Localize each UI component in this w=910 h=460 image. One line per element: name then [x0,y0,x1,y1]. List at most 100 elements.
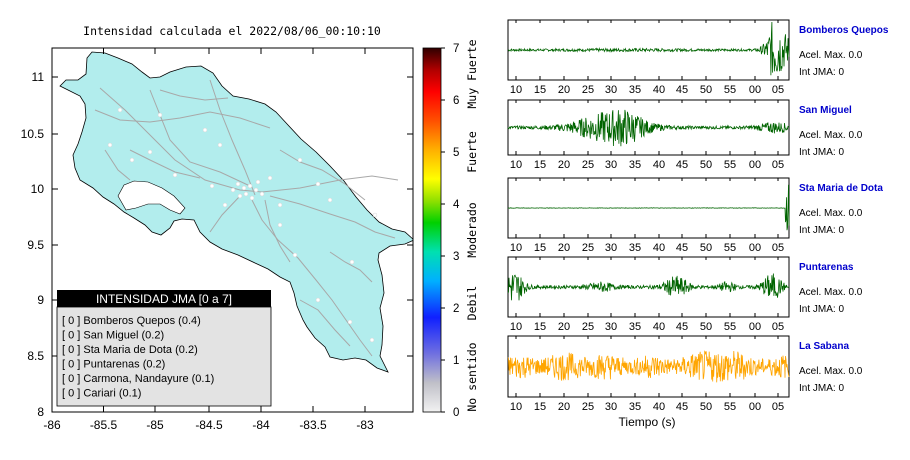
waveform-xtick-label: 45 [676,84,688,96]
waveform-xtick-label: 30 [605,84,617,96]
map-xtick-label: -86 [43,418,61,432]
colorbar-tick-label: 0 [453,407,459,419]
colorbar-level-label: Fuerte [465,131,479,173]
waveform-xtick-label: 50 [700,159,712,171]
land-shape [59,51,413,373]
waveform-xtick-label: 15 [534,159,546,171]
waveform-xtick-label: 15 [534,321,546,333]
city-dot [277,202,283,208]
waveform-panels: 10 15 20 25 30 35 40 45 50 55 00 05 Bomberos Quepos A… [507,19,889,413]
waveform-xtick-label: 10 [510,321,522,333]
legend-item: [ 0 ] Sta Maria de Dota (0.2) [62,344,198,356]
waveform-trace [507,184,790,231]
colorbar-level-label: No sentido [465,342,479,411]
city-dot [372,212,378,218]
waveform-xtick-label: 20 [558,401,570,413]
waveform-xtick-label: 30 [605,401,617,413]
city-dot [235,181,241,187]
station-intensity: Int JMA: 0 [799,67,844,78]
colorbar-tick-label: 4 [453,199,460,211]
waveform-xtick-label: 15 [534,401,546,413]
waveform-xtick-label: 35 [629,84,641,96]
legend-title: INTENSIDAD JMA [0 a 7] [96,292,232,306]
waveform-xtick-label: 00 [749,159,761,171]
waveform-xtick-label: 25 [582,321,594,333]
city-dot [277,222,283,228]
map-ytick-label: 10 [31,182,45,196]
city-dot [230,187,236,193]
city-dot [243,191,249,197]
station-name: San Miguel [799,105,852,116]
waveform-xtick-label: 35 [629,159,641,171]
station-name: La Sabana [799,341,849,352]
waveform-xtick-label: 45 [676,159,688,171]
colorbar-tick-label: 1 [453,355,459,367]
waveform-panel: 10 15 20 25 30 35 40 45 50 55 00 05 Bomberos Quepos A… [507,19,889,96]
map-title: Intensidad calculada el 2022/08/06_00:10… [83,24,381,38]
city-dot [255,179,261,185]
waveform-trace [507,21,790,76]
waveform-xtick-label: 10 [510,242,522,254]
waveform-panel: 10 15 20 25 30 35 40 45 50 55 00 05 La Sabana Acel. M… [507,335,863,413]
city-dot [247,183,253,189]
legend-item: [ 0 ] Bomberos Quepos (0.4) [62,315,201,327]
waveform-xtick-label: 40 [653,321,665,333]
waveform-xtick-label: 40 [653,242,665,254]
waveform-xtick-label: 05 [772,159,784,171]
city-dot [327,197,333,203]
station-intensity: Int JMA: 0 [799,304,844,315]
map-ytick-label: 8.5 [27,349,44,363]
station-accel: Acel. Max. 0.0 [799,287,863,298]
colorbar-tick-label: 5 [453,147,459,159]
waveform-panel: 10 15 20 25 30 35 40 45 50 55 00 05 San Miguel Acel. … [507,99,863,171]
map-frame [51,47,414,413]
station-accel: Acel. Max. 0.0 [799,130,863,141]
city-dot [157,112,163,118]
waveform-xtick-label: 05 [772,401,784,413]
city-markers [107,107,378,343]
map-xtick-label: -83 [356,418,374,432]
waveform-xtick-label: 20 [558,159,570,171]
waveform-xtick-label: 50 [700,84,712,96]
waveform-xtick-label: 35 [629,321,641,333]
intensity-legend: INTENSIDAD JMA [0 a 7] [ 0 ] Bomberos Qu… [56,290,272,407]
station-name: Sta Maria de Dota [799,183,883,194]
waveform-xtick-label: 55 [724,242,736,254]
waveform-xtick-label: 10 [510,159,522,171]
waveform-xtick-label: 10 [510,84,522,96]
legend-item: [ 0 ] San Miguel (0.2) [62,330,164,342]
colorbar-tick-label: 3 [453,251,459,263]
waveform-xtick-label: 05 [772,321,784,333]
city-dot [259,191,265,197]
colorbar-tick-label: 6 [453,95,459,107]
map-xtick-label: -85 [146,418,164,432]
costa-rica-map [59,51,413,373]
city-dot [237,193,243,199]
waveform-xtick-label: 30 [605,321,617,333]
waveform-xtick-label: 20 [558,242,570,254]
waveform-xtick-label: 00 [749,321,761,333]
intensity-colorbar [422,47,442,413]
waveform-xtick-label: 45 [676,401,688,413]
legend-header [57,290,271,307]
city-dot [117,107,123,113]
city-dot [217,142,223,148]
waveform-xtick-label: 55 [724,159,736,171]
colorbar-ticks: 7 6 5 4 3 2 1 0 [441,43,460,419]
map-xtick-label: -84 [252,418,270,432]
legend-body [56,306,272,407]
city-dot [107,142,113,148]
waveform-xtick-label: 50 [700,242,712,254]
colorbar-level-label: Moderado [465,202,479,257]
map-xtick-label: -84.5 [195,418,223,432]
waveform-trace [507,109,790,147]
waveform-xtick-label: 15 [534,242,546,254]
waveform-xtick-label: 40 [653,401,665,413]
waveform-xtick-label: 10 [510,401,522,413]
waveform-xtick-label: 25 [582,84,594,96]
waveform-xtick-label: 25 [582,242,594,254]
colorbar-level-label: Debil [465,286,479,321]
legend-item: [ 0 ] Puntarenas (0.2) [62,359,165,371]
waveform-xtick-label: 40 [653,159,665,171]
waveform-xtick-label: 35 [629,242,641,254]
